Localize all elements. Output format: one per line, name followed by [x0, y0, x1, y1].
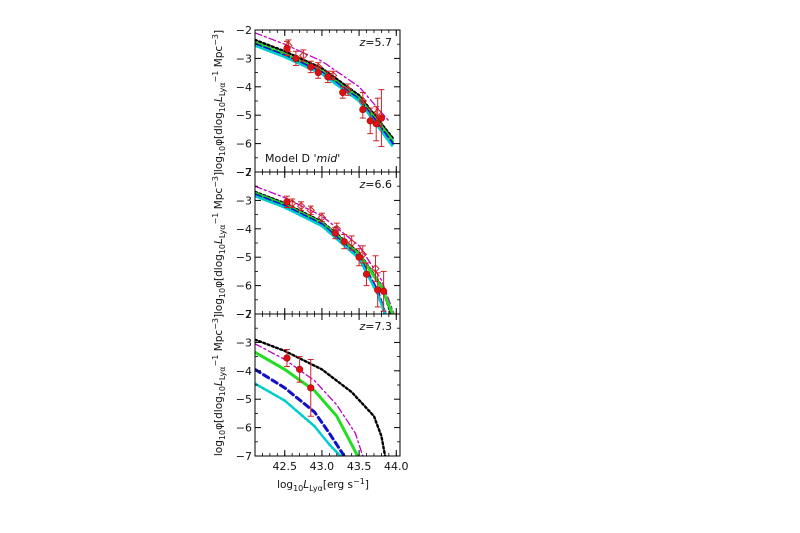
y-tick-label: −7: [236, 166, 252, 179]
open-point: [328, 71, 338, 80]
filled-point: [359, 105, 367, 114]
panel-frame: [254, 313, 401, 457]
x-tick-label: 42.5: [272, 460, 297, 473]
filled-point: [283, 198, 291, 206]
filled-point: [283, 44, 291, 53]
filled-point: [331, 229, 339, 237]
series-line-solid-green: [255, 41, 395, 143]
y-tick-label: −4: [236, 81, 252, 94]
filled-point: [339, 88, 347, 97]
y-axis-label: log10φ[dlog10LLyα−1 Mpc−3]: [211, 30, 227, 172]
series-line-dotdash-cyan: [255, 44, 394, 148]
x-tick-label: 43.5: [347, 460, 372, 473]
open-point: [358, 250, 368, 259]
series-line-dash-dot-purple: [255, 32, 390, 122]
filled-point: [372, 120, 380, 128]
series-line-dotdash-cyan: [255, 382, 342, 456]
y-tick-label: −4: [236, 223, 252, 236]
panel-top: −2 −3 −4 −5 −6 −7 z=5.7 log10φ[dlog10LLyα−1 Mpc…: [211, 24, 401, 179]
filled-point: [314, 68, 322, 77]
y-tick-label: −3: [236, 194, 252, 207]
filled-point: [292, 54, 300, 63]
y-tick-label: −7: [236, 308, 252, 321]
filled-point: [307, 384, 315, 392]
plot-area: [255, 185, 395, 314]
x-tick-label: 43.0: [310, 460, 335, 473]
x-axis-label: log10LLyα[erg s−1]: [277, 477, 369, 493]
y-tick-label: −7: [236, 450, 252, 463]
open-point: [371, 264, 380, 273]
open-point: [306, 206, 315, 215]
open-point: [373, 108, 382, 117]
y-tick-label: −5: [236, 109, 252, 122]
filled-point: [366, 117, 374, 125]
panel-bottom: −2 −3 −4 −5 −6 −7 42.5 43.0 43.5 44.0 z=7.3 log10φ[…: [211, 308, 409, 473]
y-tick-label: −2: [236, 24, 252, 37]
y-tick-label: −3: [236, 336, 252, 349]
series-line-dash-dot-purple: [255, 343, 364, 456]
open-point: [296, 201, 306, 211]
y-tick-label: −5: [236, 393, 252, 406]
filled-point: [377, 114, 386, 122]
filled-point: [380, 287, 388, 295]
plot-area: [255, 338, 387, 456]
open-point: [317, 213, 327, 222]
y-tick-label: −6: [236, 138, 252, 151]
open-point: [299, 51, 308, 60]
y-axis-label: log10φ[dlog10LLyα−1 Mpc−3]: [211, 172, 227, 314]
series-line-dotted-black: [255, 190, 393, 314]
filled-point: [307, 63, 315, 71]
series-line-dashed-blue: [255, 193, 387, 314]
y-tick-label: −5: [236, 251, 252, 264]
series-line-dashed-blue: [255, 42, 395, 146]
series-line-solid-green: [255, 191, 395, 314]
filled-point: [283, 354, 291, 362]
series-line-dotted-black: [255, 338, 387, 456]
series-line-dotdash-cyan: [255, 194, 387, 314]
model-label: Model D 'mid': [265, 152, 340, 165]
filled-point: [324, 73, 332, 81]
panels: −2 −3 −4 −5 −6 −7 z=5.7 log10φ[dlog10LLyα−1 Mpc…: [211, 24, 409, 473]
plot-area: [255, 32, 395, 148]
y-tick-label: −6: [236, 280, 252, 293]
series-line-dash-dot-purple: [255, 185, 395, 314]
redshift-label: z=7.3: [359, 320, 393, 333]
y-tick-label: −4: [236, 365, 252, 378]
series-line-solid-green: [255, 350, 360, 456]
filled-point: [296, 365, 304, 373]
y-axis-label: log10φ[dlog10LLyα−1 Mpc−3]: [211, 314, 227, 456]
open-point: [347, 238, 356, 248]
redshift-label: z=5.7: [359, 36, 393, 49]
filled-point: [340, 237, 348, 246]
y-tick-label: −2: [236, 166, 252, 179]
series-line-dashed-blue: [255, 367, 346, 456]
redshift-label: z=6.6: [359, 178, 393, 191]
filled-point: [355, 253, 363, 261]
y-tick-label: −2: [236, 308, 252, 321]
open-point: [343, 85, 353, 94]
x-tick-label: 44.0: [384, 460, 409, 473]
panel-middle: −2 −3 −4 −5 −6 −7 z=6.6 log10φ[dlog10LLyα−1 Mpc…: [211, 166, 401, 321]
y-tick-label: −3: [236, 52, 252, 65]
y-tick-label: −6: [236, 422, 252, 435]
filled-point: [362, 270, 371, 278]
filled-point: [374, 286, 382, 294]
